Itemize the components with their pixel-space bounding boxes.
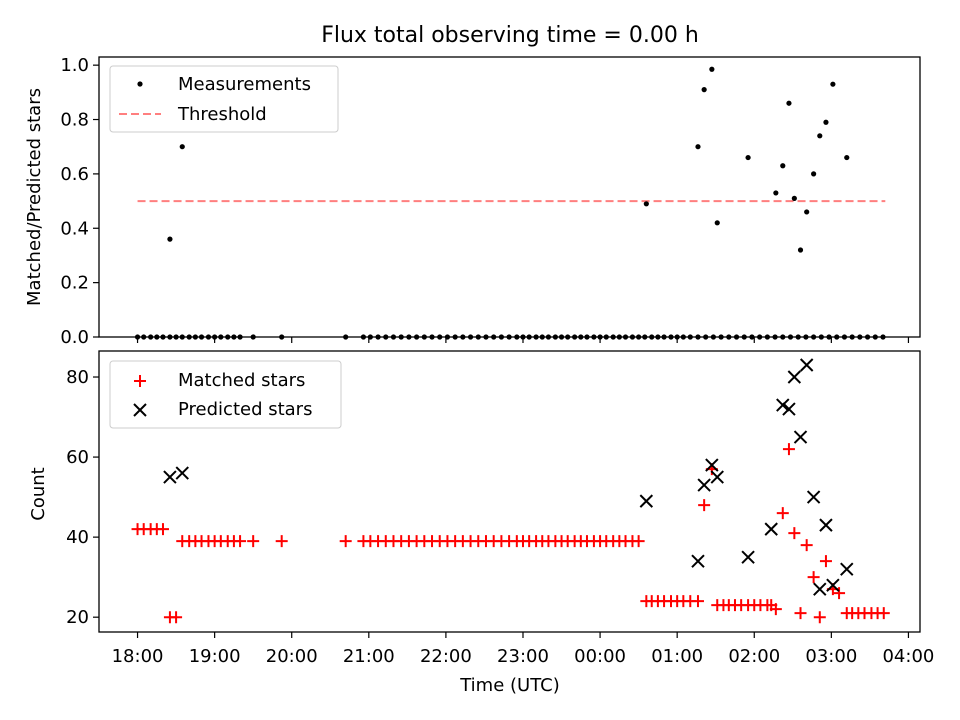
ratio-panel: 0.0 0.2 0.4 0.6 0.8 1.0 Matched/Predicted sta… xyxy=(24,55,921,348)
legend-measurement-marker xyxy=(137,81,143,87)
ratio-legend: Measurements Threshold xyxy=(109,65,339,133)
matched-star-point xyxy=(156,523,169,536)
count-legend-box xyxy=(109,360,342,429)
matched-star-point xyxy=(819,555,832,568)
predicted-star-point xyxy=(840,562,854,576)
measurement-point xyxy=(714,220,720,226)
predicted-star-point xyxy=(691,554,705,568)
count-legend: Matched stars Predicted stars xyxy=(109,360,342,429)
matched-star-point xyxy=(833,587,846,600)
matched-star-point xyxy=(776,507,789,520)
legend-measurements-label: Measurements xyxy=(178,74,311,95)
measurement-point xyxy=(804,209,810,215)
predicted-star-point xyxy=(799,358,814,372)
predicted-star-point xyxy=(175,466,189,480)
count-plot-frame xyxy=(98,350,921,633)
predicted-star-point xyxy=(782,402,796,416)
x-tick-label: 02:00 xyxy=(728,646,780,667)
count-y-axis-label: Count xyxy=(28,467,49,520)
x-tick-label: 18:00 xyxy=(112,646,164,667)
matched-star-point xyxy=(813,611,826,624)
legend-matched-marker xyxy=(134,375,146,387)
predicted-star-point xyxy=(813,582,827,596)
ratio-y-tick-label: 0.0 xyxy=(60,327,89,348)
measurement-point xyxy=(701,87,707,93)
measurement-point xyxy=(797,247,804,253)
count-y-tick-label: 80 xyxy=(66,367,89,388)
predicted-star-point xyxy=(806,490,821,504)
x-tick-label: 04:00 xyxy=(882,646,934,667)
measurement-point xyxy=(745,154,751,161)
count-y-tick-label: 40 xyxy=(66,527,89,548)
measurement-point xyxy=(786,100,792,106)
matched-star-point xyxy=(698,499,711,512)
ratio-y-tick-label: 0.4 xyxy=(60,218,89,239)
x-axis-label: Time (UTC) xyxy=(459,675,560,696)
matched-star-point xyxy=(794,607,807,620)
x-tick-label: 23:00 xyxy=(497,646,549,667)
x-tick-label: 21:00 xyxy=(343,646,395,667)
matched-star-point xyxy=(339,535,352,548)
measurement-point xyxy=(817,133,823,139)
predicted-star-point xyxy=(787,370,802,384)
measurement-point xyxy=(643,201,649,207)
matched-star-point xyxy=(170,611,183,624)
matched-star-point xyxy=(769,603,782,616)
matched-star-point xyxy=(691,595,704,608)
matched-star-point xyxy=(800,539,813,552)
matched-star-point xyxy=(234,535,247,548)
figure-title: Flux total observing time = 0.00 h xyxy=(321,23,699,48)
predicted-star-point xyxy=(793,430,808,444)
predicted-star-point xyxy=(639,494,654,508)
predicted-star-point xyxy=(764,522,778,536)
measurement-point xyxy=(179,144,185,150)
ratio-plot-frame xyxy=(98,56,921,338)
legend-threshold-label: Threshold xyxy=(177,104,267,125)
x-tick-label: 01:00 xyxy=(651,646,703,667)
measurement-point xyxy=(709,66,715,72)
matched-star-point xyxy=(788,527,801,540)
count-y-tick-label: 60 xyxy=(66,447,89,468)
measurement-point xyxy=(695,144,701,150)
x-tick-label: 03:00 xyxy=(805,646,857,667)
measurement-point xyxy=(823,119,829,125)
x-tick-label: 20:00 xyxy=(266,646,318,667)
ratio-y-tick-label: 0.6 xyxy=(60,164,89,185)
x-tick-label: 22:00 xyxy=(420,646,472,667)
measurement-point xyxy=(830,81,836,87)
predicted-star-point xyxy=(819,518,833,532)
measurement-point xyxy=(791,195,797,201)
x-tick-label: 19:00 xyxy=(189,646,241,667)
measurement-point xyxy=(811,171,817,177)
predicted-star-point xyxy=(741,550,755,564)
measurement-point xyxy=(167,236,173,242)
matched-star-point xyxy=(782,443,795,456)
x-tick-label: 00:00 xyxy=(574,646,626,667)
predicted-star-point xyxy=(710,470,724,484)
ratio-y-tick-label: 1.0 xyxy=(60,55,89,76)
matched-star-point xyxy=(247,535,260,548)
predicted-star-point xyxy=(826,578,840,592)
matched-star-point xyxy=(275,535,288,548)
predicted-star-point xyxy=(163,470,177,484)
predicted-star-point xyxy=(776,398,790,412)
ratio-y-axis-label: Matched/Predicted stars xyxy=(24,88,45,306)
legend-predicted-marker xyxy=(133,403,147,417)
measurement-point xyxy=(844,154,850,161)
ratio-y-tick-label: 0.2 xyxy=(60,273,89,294)
matched-star-point xyxy=(632,535,645,548)
legend-matched-label: Matched stars xyxy=(178,370,305,391)
predicted-star-point xyxy=(705,458,719,472)
legend-predicted-label: Predicted stars xyxy=(178,399,312,420)
ratio-legend-box xyxy=(109,65,339,133)
predicted-star-point xyxy=(697,478,711,492)
measurement-point xyxy=(773,190,779,196)
matched-star-point xyxy=(877,607,890,620)
ratio-y-tick-label: 0.8 xyxy=(60,110,89,131)
count-panel: 20 40 60 80 18:00 19:00 20:00 21:00 22:00 23:00 0… xyxy=(28,350,934,696)
matched-star-point xyxy=(807,571,820,584)
count-y-tick-label: 20 xyxy=(66,607,89,628)
measurement-point xyxy=(780,163,786,169)
